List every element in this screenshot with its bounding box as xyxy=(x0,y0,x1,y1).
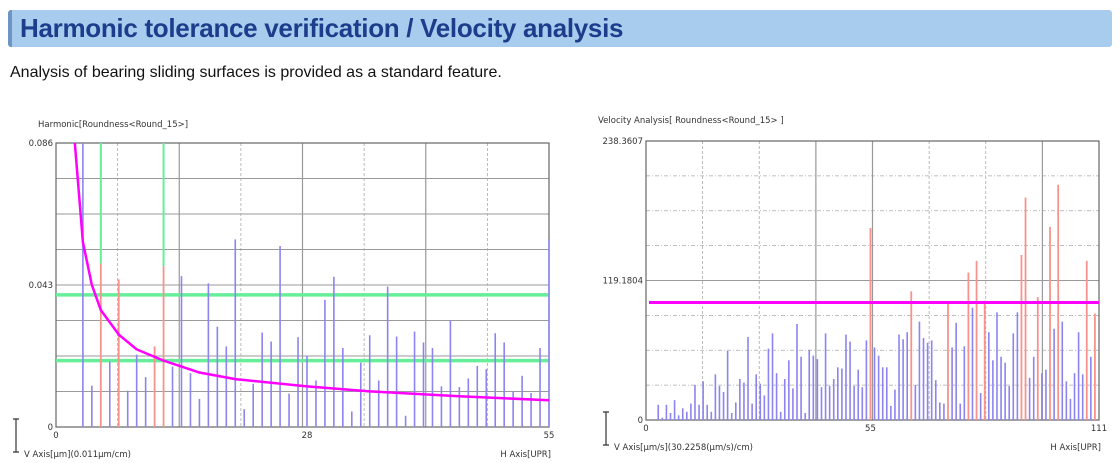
plot-frame xyxy=(645,140,1100,421)
y-axis-label: V Axis[µm](0.011µm/cm) xyxy=(24,450,131,460)
y-tick-label: 0 xyxy=(638,416,643,426)
x-axis-label: H Axis[UPR] xyxy=(1050,443,1101,453)
y-tick-label: 0.086 xyxy=(29,139,53,149)
harmonic-chart: Harmonic[Roundness<Round_15>] 0 0.043 0.086… xyxy=(13,120,555,460)
scale-bar-icon xyxy=(13,418,19,453)
section-subtitle: Analysis of bearing sliding surfaces is … xyxy=(10,64,502,81)
scale-bar-icon xyxy=(603,411,609,446)
velocity-chart: Velocity Analysis[ Roundness<Round_15> ]… xyxy=(598,116,1107,453)
section-header-banner: Harmonic tolerance verification / Veloci… xyxy=(8,10,1112,47)
x-tick-label: 55 xyxy=(544,431,555,441)
x-tick-label: 0 xyxy=(53,431,58,441)
chart-title: Velocity Analysis[ Roundness<Round_15> ] xyxy=(598,116,784,126)
y-tick-label: 119.1804 xyxy=(602,277,643,287)
y-tick-label: 238.3607 xyxy=(602,137,643,147)
x-axis-label: H Axis[UPR] xyxy=(500,450,551,460)
x-tick-label: 55 xyxy=(865,424,876,434)
tolerance-curve xyxy=(73,142,550,402)
x-tick-label: 0 xyxy=(643,424,648,434)
x-tick-label: 111 xyxy=(1091,424,1107,434)
section-title: Harmonic tolerance verification / Veloci… xyxy=(20,13,624,43)
y-tick-label: 0 xyxy=(48,423,53,433)
x-tick-label: 28 xyxy=(302,431,313,441)
y-axis-label: V Axis[µm/s](30.2258(µm/s)/cm) xyxy=(614,443,753,453)
y-tick-label: 0.043 xyxy=(29,281,53,291)
chart-title: Harmonic[Roundness<Round_15>] xyxy=(38,120,188,130)
